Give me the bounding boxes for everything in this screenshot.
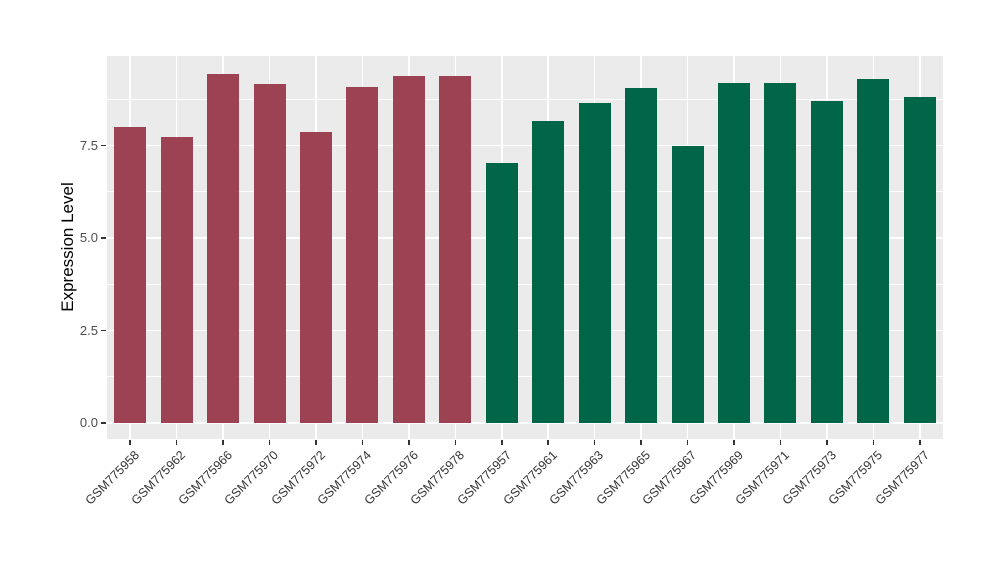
minor-gridline (107, 191, 943, 193)
major-gridline (107, 237, 943, 239)
y-tick-mark (101, 329, 106, 332)
bar-GSM775974 (346, 87, 379, 423)
x-tick-mark (919, 440, 921, 445)
y-tick-label: 5.0 (79, 230, 98, 245)
major-gridline (107, 422, 943, 424)
bar-GSM775963 (578, 102, 611, 423)
y-tick-label: 7.5 (79, 137, 98, 153)
bar-GSM775965 (625, 87, 658, 423)
major-gridline (107, 329, 943, 332)
bar-GSM775967 (671, 145, 704, 423)
x-tick-mark (454, 440, 457, 445)
minor-gridline (107, 98, 943, 100)
y-tick-label: 0.0 (79, 415, 98, 430)
x-tick-mark (779, 440, 782, 445)
y-axis-title: Expression Level (58, 182, 77, 312)
y-tick-mark (101, 237, 106, 239)
bar-GSM775972 (300, 131, 332, 423)
bar-GSM775961 (532, 121, 565, 423)
major-gridline (107, 144, 943, 147)
x-tick-mark (640, 440, 642, 445)
bar-GSM775958 (114, 127, 147, 423)
y-tick-label: 2.5 (79, 322, 98, 338)
x-tick-mark (222, 440, 224, 445)
y-tick-mark (101, 144, 106, 147)
x-tick-mark (733, 440, 735, 445)
bar-GSM775957 (485, 163, 518, 423)
x-tick-mark (268, 440, 271, 445)
x-tick-mark (408, 440, 410, 445)
x-tick-mark (547, 440, 549, 445)
bar-GSM775966 (207, 74, 240, 423)
bar-GSM775978 (439, 75, 472, 423)
x-tick-mark (686, 440, 689, 445)
bar-GSM775962 (160, 137, 193, 423)
bar-GSM775977 (903, 96, 936, 423)
bar-GSM775970 (253, 83, 286, 423)
x-tick-mark (826, 440, 828, 445)
x-tick-mark (315, 440, 317, 445)
bar-GSM775976 (392, 75, 425, 423)
x-tick-mark (361, 440, 364, 445)
minor-gridline (107, 376, 943, 378)
x-tick-mark (872, 440, 875, 445)
bar-GSM775973 (810, 101, 843, 423)
bar-GSM775975 (857, 78, 890, 423)
bar-GSM775969 (718, 82, 750, 423)
minor-gridline (107, 283, 943, 285)
x-tick-mark (501, 440, 503, 445)
y-tick-mark (101, 422, 106, 424)
bar-GSM775971 (764, 83, 797, 423)
x-tick-mark (129, 440, 131, 445)
plot-panel (107, 56, 943, 439)
x-tick-mark (593, 440, 596, 445)
x-tick-mark (175, 440, 178, 445)
